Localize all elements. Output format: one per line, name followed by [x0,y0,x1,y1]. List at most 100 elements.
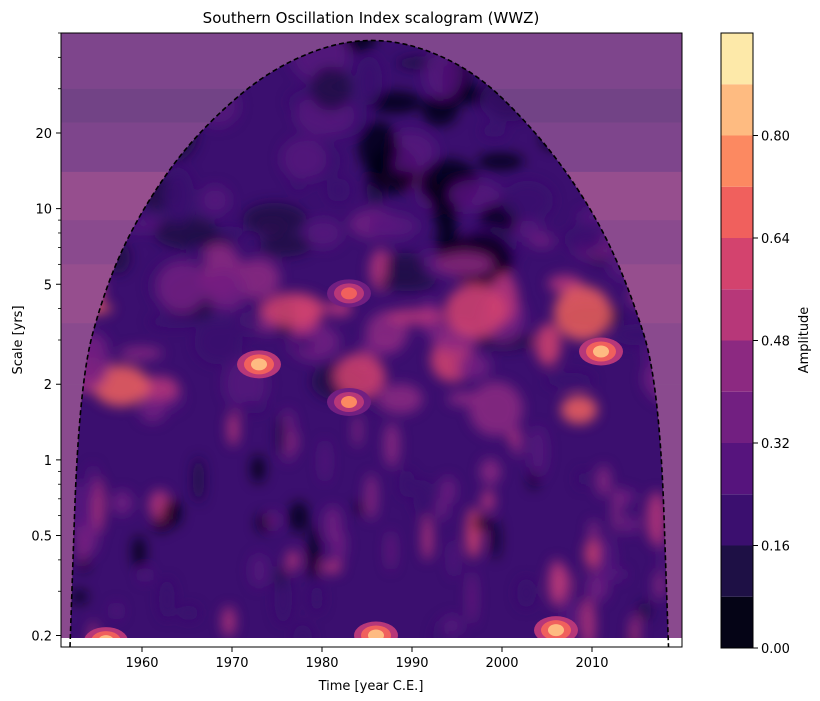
amplitude-blob [384,422,400,468]
amplitude-blob [468,381,523,436]
amplitude-blob [219,226,245,239]
amplitude-blob [507,431,517,445]
colorbar-segment [721,84,753,136]
amplitude-blob [654,570,666,600]
y-tick-label: 0.5 [31,530,52,545]
amplitude-blob [584,538,600,569]
amplitude-blob [342,40,377,52]
amplitude-blob [159,578,175,620]
amplitude-blob [334,353,385,399]
amplitude-blob [545,372,594,388]
colorbar-segment [721,545,753,597]
colorbar [721,33,753,648]
colorbar-segment [721,494,753,546]
amplitude-blob [199,185,231,215]
amplitude-blob [481,124,507,138]
amplitude-blob [553,285,612,341]
hotspot [593,345,609,358]
amplitude-blob [528,233,555,248]
amplitude-blob [447,179,502,210]
y-tick-label: 2 [44,378,52,393]
amplitude-blob [386,308,446,325]
x-tick-label: 1970 [215,656,248,671]
amplitude-blob [597,535,616,586]
amplitude-blob [71,590,88,604]
amplitude-blob [589,520,599,540]
amplitude-blob [289,501,309,533]
colorbar-segment [721,33,753,85]
amplitude-blob [222,606,236,637]
amplitude-blob [156,261,207,313]
amplitude-blob [447,391,481,406]
x-axis-ticks: 1960 1970 1980 1990 2000 2010 [125,647,609,671]
amplitude-blob [227,411,240,447]
amplitude-blob [456,352,491,381]
colorbar-segment [721,238,753,290]
colorbar-segment [721,186,753,238]
amplitude-blob [280,137,327,180]
amplitude-blob [421,516,433,561]
amplitude-blob [304,218,343,249]
cone-of-influence-line [69,39,670,647]
amplitude-blob [491,519,500,560]
colorbar-label: Amplitude [797,307,812,374]
amplitude-blob [308,524,320,581]
amplitude-blob [441,614,463,637]
amplitude-blob [577,469,589,488]
colorbar-tick-label: 0.64 [761,232,790,247]
amplitude-blob [368,213,419,240]
amplitude-blob [353,413,362,448]
plot-area [61,33,682,647]
amplitude-blob [204,268,247,311]
amplitude-blob [528,425,548,478]
amplitude-blob [436,497,448,521]
colorbar-segment [721,391,753,443]
amplitude-blob [276,415,286,456]
amplitude-blob [623,515,639,534]
y-axis-ticks: 0.2 0.5 1 2 5 10 20 [31,32,61,645]
x-tick-label: 2010 [575,656,608,671]
amplitude-blob [154,216,219,249]
amplitude-blob [310,66,352,111]
amplitude-blob [139,398,166,423]
y-axis-label: Scale [yrs] [11,305,26,374]
amplitude-blob [581,599,596,647]
amplitude-blob [472,516,490,531]
amplitude-blob [434,251,494,277]
amplitude-blob [286,549,300,572]
amplitude-blob [276,565,285,589]
amplitude-blob [139,376,179,401]
amplitude-blob [413,479,434,519]
amplitude-blob [323,505,342,544]
amplitude-blob [74,482,95,528]
amplitude-blob [132,535,146,569]
amplitude-blob [261,292,325,327]
amplitude-blob [367,91,423,114]
amplitude-blob [516,578,536,608]
y-tick-label: 1 [44,454,52,469]
amplitude-blob [378,383,423,414]
amplitude-blob [646,491,667,546]
amplitude-blob [192,457,205,503]
amplitude-blob [480,458,501,485]
amplitude-blob [440,476,456,505]
amplitude-blob [477,152,525,171]
y-tick-label: 10 [35,203,52,218]
amplitude-blob [139,568,152,583]
amplitude-blob [242,202,307,236]
x-axis-label: Time [year C.E.] [318,679,424,694]
amplitude-blob [194,319,243,365]
amplitude-blob [384,252,426,281]
amplitude-blob [163,168,195,224]
amplitude-blob [178,605,199,621]
y-tick-label: 0.2 [31,630,52,645]
amplitude-blob [251,454,266,484]
amplitude-blob [638,601,652,621]
amplitude-blob [398,469,416,498]
amplitude-blob [612,486,622,535]
amplitude-blob [510,219,544,239]
colorbar-segment [721,289,753,341]
amplitude-blob [355,500,365,515]
amplitude-blob [321,560,342,574]
amplitude-blob [421,94,458,127]
